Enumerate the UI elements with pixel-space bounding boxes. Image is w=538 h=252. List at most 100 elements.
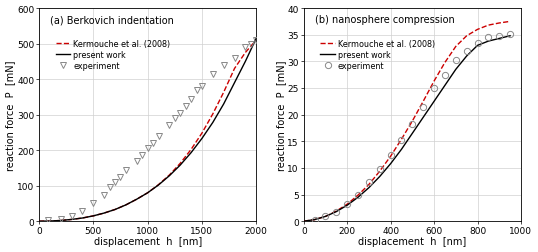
present work [166,175,173,178]
Kermouche et al. (2008) [398,138,405,141]
Kermouche et al. (2008) [47,220,53,223]
Y-axis label: reaction force  P  [mN]: reaction force P [mN] [276,60,286,170]
experiment [242,46,249,49]
experiment [182,105,189,108]
present work [112,208,118,211]
Kermouche et al. (2008) [463,35,470,38]
present work [420,116,427,119]
present work [231,82,238,85]
present work [301,220,307,223]
experiment [90,202,97,205]
Kermouche et al. (2008) [166,174,173,177]
Kermouche et al. (2008) [155,183,162,186]
present work [155,184,162,187]
Kermouche et al. (2008) [475,29,481,32]
present work [36,220,43,223]
Text: (b) nanosphere compression: (b) nanosphere compression [315,15,455,25]
Line: present work: present work [39,39,256,221]
experiment [377,168,383,171]
experiment [231,57,238,60]
Kermouche et al. (2008) [90,214,97,217]
present work [409,132,415,135]
present work [387,163,394,166]
Line: experiment: experiment [45,38,259,224]
present work [463,55,470,58]
Kermouche et al. (2008) [144,192,151,195]
Legend: Kermouche et al. (2008), present work, experiment: Kermouche et al. (2008), present work, e… [54,39,172,73]
experiment [452,59,459,62]
Kermouche et al. (2008) [301,220,307,223]
X-axis label: displacement  h  [nm]: displacement h [nm] [358,237,466,246]
experiment [344,203,350,206]
Kermouche et al. (2008) [231,68,238,71]
present work [144,192,151,195]
present work [344,204,350,207]
experiment [420,106,427,109]
present work [210,121,216,124]
Kermouche et al. (2008) [333,210,339,213]
Kermouche et al. (2008) [58,219,64,222]
present work [58,219,64,222]
present work [133,198,140,201]
Kermouche et al. (2008) [387,155,394,158]
experiment [79,210,86,213]
experiment [496,35,502,38]
experiment [431,87,437,90]
Line: Kermouche et al. (2008): Kermouche et al. (2008) [39,41,256,221]
present work [366,186,372,190]
experiment [177,112,183,115]
Kermouche et al. (2008) [112,208,118,211]
Kermouche et al. (2008) [431,80,437,83]
Kermouche et al. (2008) [442,62,448,65]
present work [475,45,481,48]
experiment [188,98,194,101]
Kermouche et al. (2008) [199,132,205,135]
Line: present work: present work [304,37,510,221]
experiment [485,37,492,40]
experiment [247,43,254,46]
experiment [507,33,513,36]
experiment [166,124,173,127]
experiment [366,181,372,184]
experiment [221,64,227,67]
present work [188,151,194,154]
Kermouche et al. (2008) [485,24,492,27]
experiment [144,147,151,150]
experiment [355,193,362,196]
present work [452,69,459,72]
Kermouche et al. (2008) [355,194,362,197]
Kermouche et al. (2008) [420,100,427,103]
present work [242,60,249,64]
present work [507,35,513,38]
present work [442,84,448,87]
present work [431,100,437,103]
Line: experiment: experiment [312,32,513,223]
experiment [475,42,481,45]
Kermouche et al. (2008) [366,183,372,186]
Kermouche et al. (2008) [409,120,415,123]
present work [199,137,205,140]
present work [68,218,75,221]
experiment [107,186,113,189]
experiment [253,39,259,42]
X-axis label: displacement  h  [nm]: displacement h [nm] [94,237,202,246]
experiment [312,218,318,221]
experiment [172,117,178,120]
present work [333,210,339,213]
Kermouche et al. (2008) [242,52,249,55]
Kermouche et al. (2008) [496,22,502,25]
present work [177,164,183,167]
present work [79,217,86,220]
Line: Kermouche et al. (2008): Kermouche et al. (2008) [304,22,510,221]
Kermouche et al. (2008) [68,218,75,221]
present work [253,38,259,41]
present work [485,40,492,43]
experiment [58,218,64,221]
present work [221,103,227,106]
Kermouche et al. (2008) [123,204,129,207]
Kermouche et al. (2008) [452,46,459,49]
Kermouche et al. (2008) [312,218,318,221]
experiment [463,50,470,53]
Kermouche et al. (2008) [79,217,86,220]
experiment [45,219,51,222]
